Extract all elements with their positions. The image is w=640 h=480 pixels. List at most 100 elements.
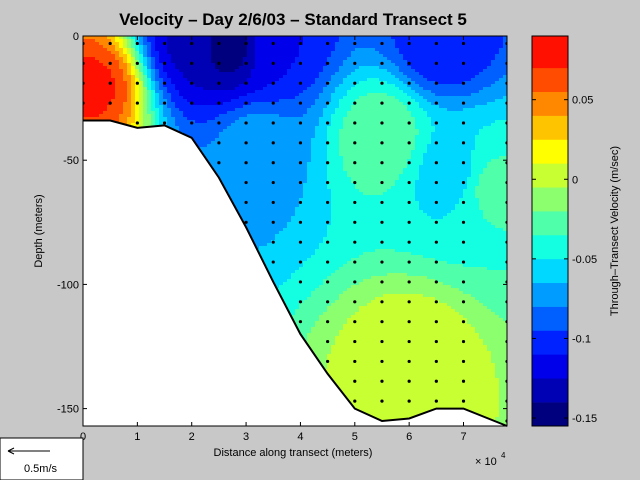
velocity-cell — [371, 69, 376, 73]
velocity-cell — [247, 219, 252, 223]
velocity-cell — [171, 93, 176, 97]
velocity-cell — [331, 288, 336, 292]
velocity-cell — [367, 153, 372, 157]
velocity-cell — [187, 123, 192, 127]
velocity-cell — [111, 117, 116, 121]
velocity-cell — [339, 174, 344, 178]
velocity-cell — [223, 123, 228, 127]
velocity-cell — [215, 39, 220, 43]
velocity-cell — [251, 99, 256, 103]
velocity-cell — [343, 201, 348, 205]
velocity-cell — [347, 216, 352, 220]
velocity-cell — [283, 234, 288, 238]
velocity-cell — [363, 297, 368, 301]
velocity-cell — [263, 162, 268, 166]
velocity-cell — [103, 51, 108, 55]
velocity-cell — [343, 42, 348, 46]
velocity-cell — [331, 303, 336, 307]
velocity-cell — [123, 63, 128, 67]
velocity-cell — [283, 72, 288, 76]
velocity-cell — [231, 126, 236, 130]
velocity-cell — [339, 279, 344, 283]
velocity-cell — [107, 96, 112, 100]
velocity-cell — [143, 81, 148, 85]
velocity-cell — [135, 123, 140, 127]
velocity-cell — [339, 189, 344, 193]
velocity-cell — [315, 156, 320, 160]
velocity-cell — [303, 165, 308, 169]
velocity-cell — [319, 66, 324, 70]
velocity-cell — [359, 240, 364, 244]
velocity-cell — [259, 228, 264, 232]
velocity-cell — [195, 63, 200, 67]
velocity-cell — [259, 117, 264, 121]
velocity-cell — [95, 63, 100, 67]
velocity-cell — [287, 78, 292, 82]
velocity-cell — [279, 264, 284, 268]
velocity-cell — [243, 63, 248, 67]
velocity-cell — [223, 117, 228, 121]
velocity-cell — [367, 81, 372, 85]
velocity-cell — [359, 261, 364, 265]
velocity-cell — [315, 129, 320, 133]
velocity-cell — [239, 75, 244, 79]
velocity-cell — [147, 93, 152, 97]
velocity-cell — [247, 222, 252, 226]
velocity-cell — [159, 114, 164, 118]
velocity-cell — [339, 99, 344, 103]
velocity-cell — [363, 162, 368, 166]
velocity-cell — [111, 102, 116, 106]
velocity-cell — [231, 93, 236, 97]
velocity-cell — [311, 348, 316, 352]
velocity-cell — [239, 63, 244, 67]
velocity-cell — [275, 60, 280, 64]
velocity-cell — [367, 39, 372, 43]
velocity-cell — [367, 129, 372, 133]
velocity-cell — [311, 171, 316, 175]
velocity-cell — [155, 36, 160, 40]
velocity-cell — [347, 291, 352, 295]
velocity-cell — [275, 66, 280, 70]
velocity-cell — [215, 165, 220, 169]
velocity-cell — [331, 273, 336, 277]
velocity-cell — [251, 234, 256, 238]
velocity-cell — [159, 84, 164, 88]
velocity-cell — [263, 252, 268, 256]
velocity-cell — [371, 402, 376, 406]
velocity-cell — [215, 57, 220, 61]
velocity-cell — [203, 72, 208, 76]
velocity-cell — [263, 168, 268, 172]
velocity-cell — [83, 102, 88, 106]
velocity-cell — [323, 276, 328, 280]
velocity-cell — [191, 135, 196, 139]
velocity-cell — [315, 93, 320, 97]
velocity-cell — [307, 192, 312, 196]
velocity-cell — [247, 201, 252, 205]
velocity-cell — [311, 252, 316, 256]
velocity-cell — [219, 153, 224, 157]
velocity-cell — [351, 393, 356, 397]
velocity-cell — [339, 303, 344, 307]
velocity-cell — [307, 252, 312, 256]
velocity-cell — [311, 270, 316, 274]
velocity-cell — [339, 183, 344, 187]
velocity-cell — [347, 273, 352, 277]
velocity-cell — [127, 96, 132, 100]
velocity-cell — [255, 192, 260, 196]
velocity-cell — [211, 114, 216, 118]
velocity-cell — [367, 48, 372, 52]
velocity-cell — [327, 84, 332, 88]
velocity-cell — [107, 57, 112, 61]
velocity-cell — [175, 72, 180, 76]
velocity-cell — [327, 246, 332, 250]
velocity-cell — [211, 126, 216, 130]
velocity-cell — [111, 45, 116, 49]
velocity-cell — [327, 138, 332, 142]
velocity-cell — [367, 66, 372, 70]
velocity-cell — [283, 54, 288, 58]
velocity-cell — [291, 300, 296, 304]
velocity-cell — [367, 57, 372, 61]
velocity-cell — [299, 48, 304, 52]
velocity-cell — [195, 84, 200, 88]
velocity-cell — [107, 69, 112, 73]
